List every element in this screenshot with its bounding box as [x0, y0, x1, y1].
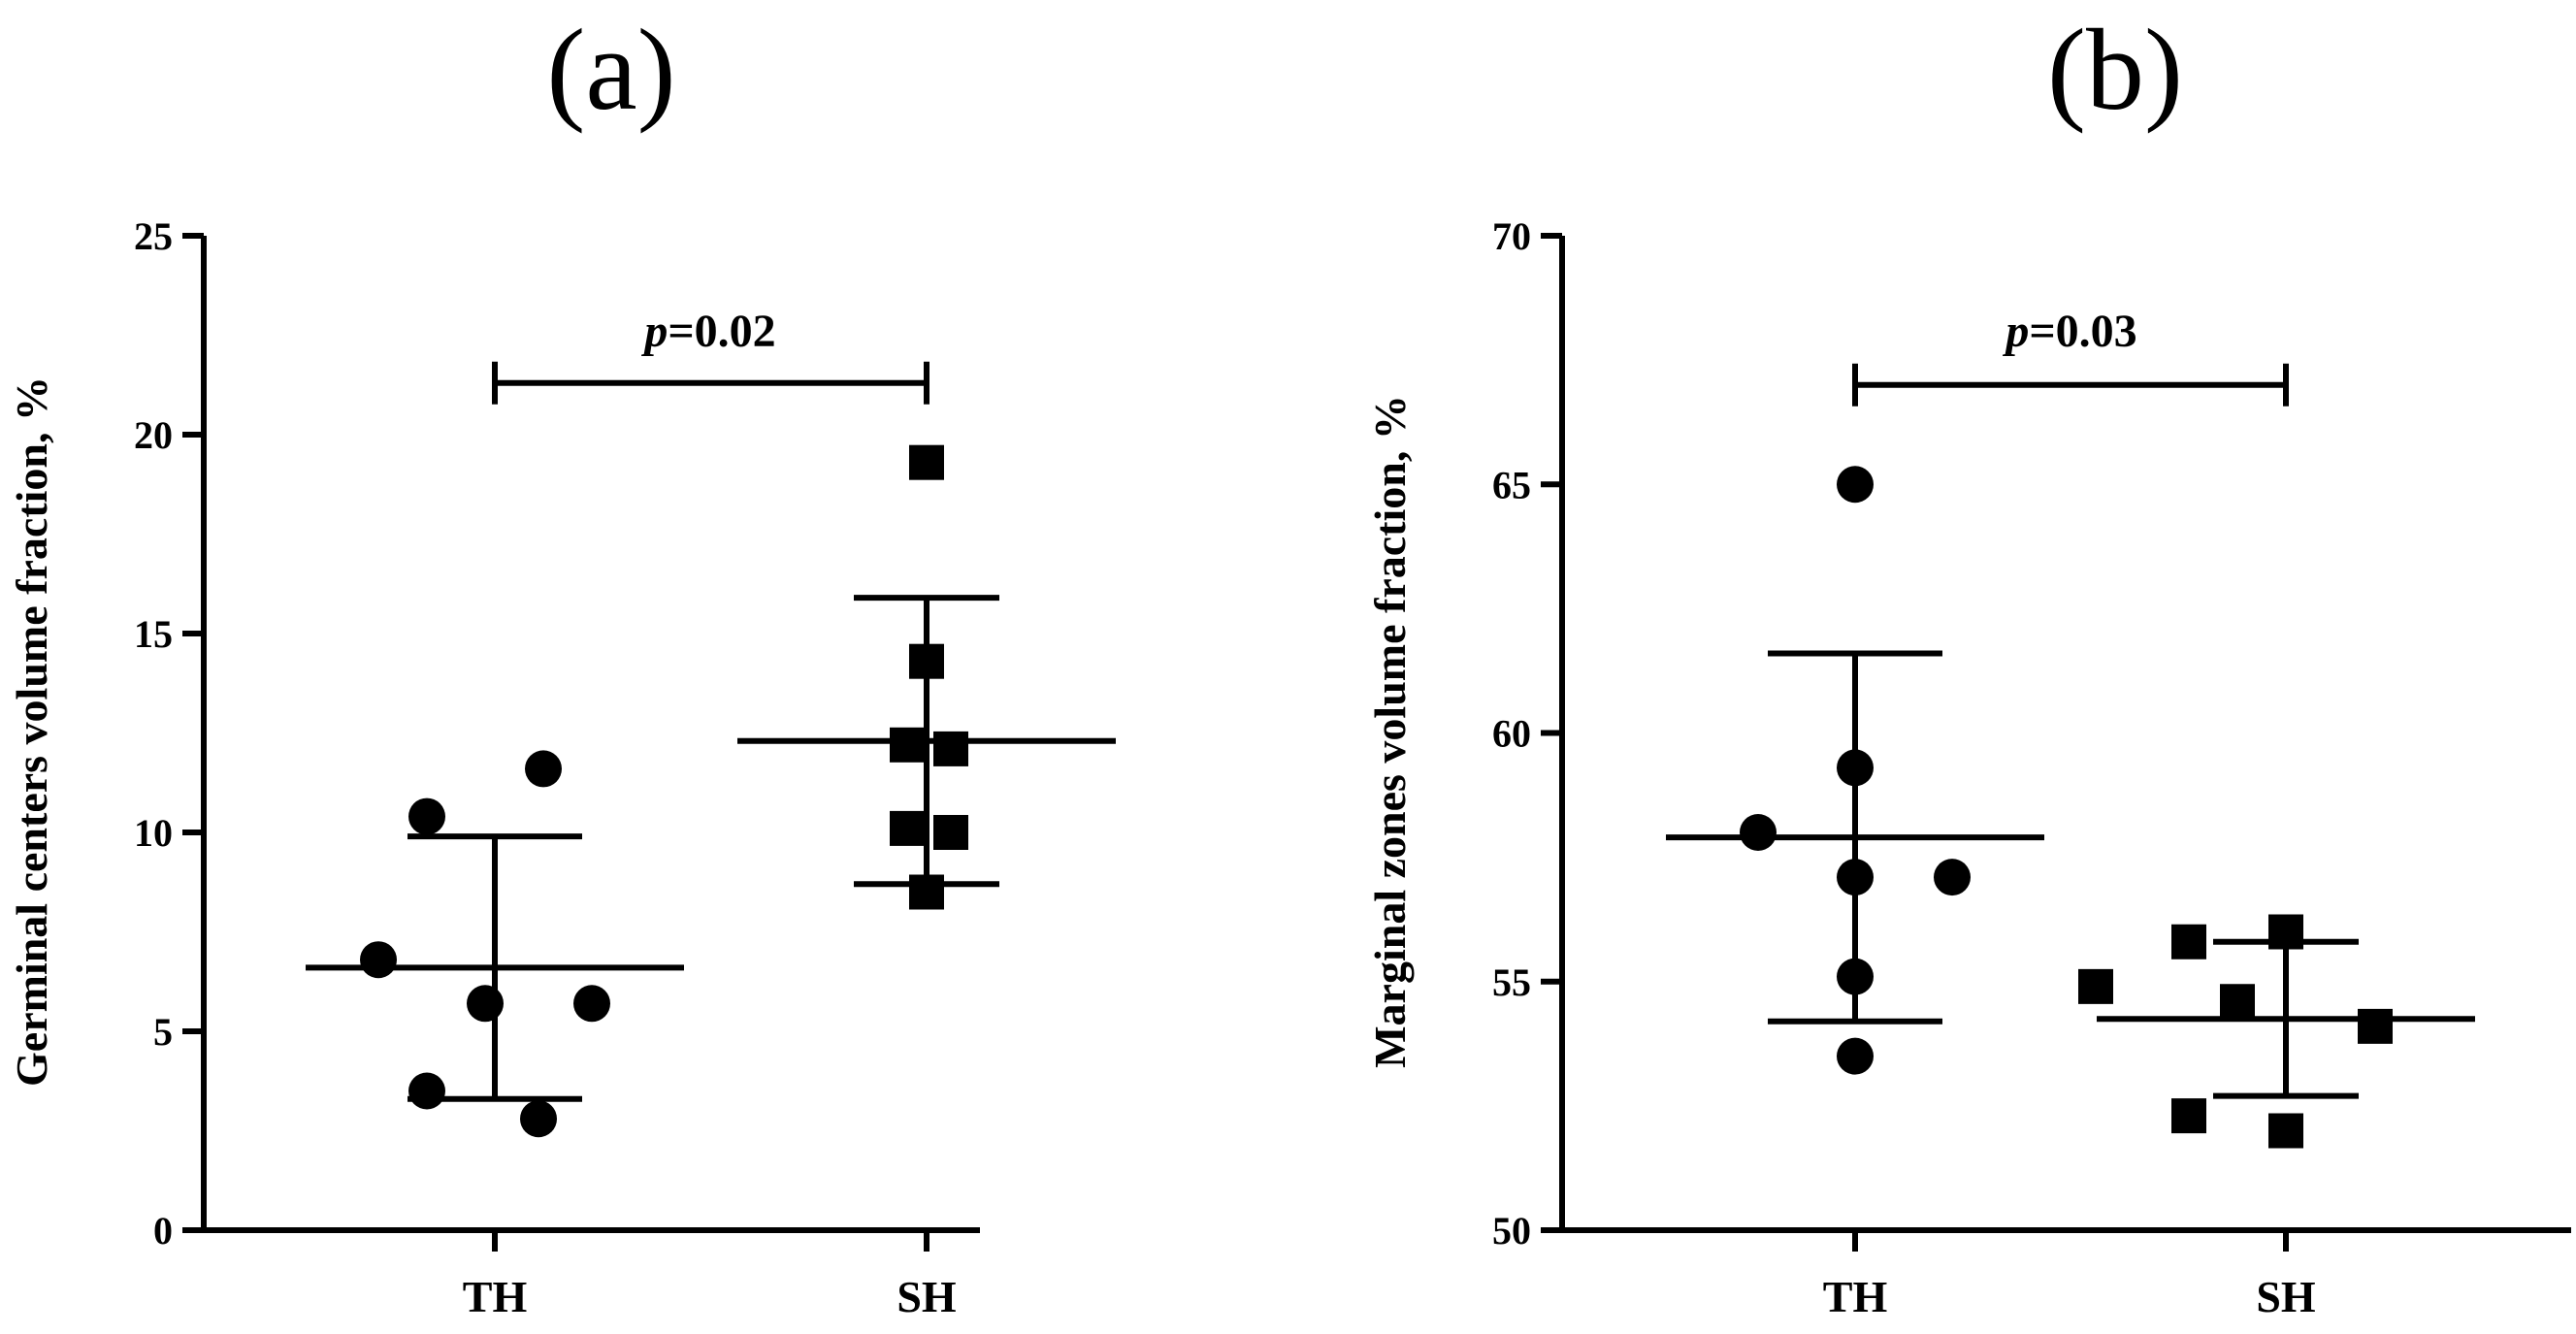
panel-a-th-point [525, 750, 562, 788]
panel-b-ylabel: Marginal zones volume fraction, % [1365, 395, 1415, 1068]
panel-a-th-point [408, 1072, 445, 1110]
panel-a-sh-point [909, 643, 944, 679]
panel-b-th-point [1837, 958, 1874, 995]
panel-a-ytick-label: 5 [153, 1010, 173, 1054]
panel-a-sh-point [909, 874, 944, 910]
panel-b-th-point [1837, 749, 1874, 787]
panel-a-xtick-sh: SH [897, 1272, 957, 1321]
panel-b-th-point [1837, 466, 1874, 504]
panel-a-th-point [520, 1100, 557, 1138]
panel-b-th-point [1837, 859, 1874, 896]
panel-a-p-value: p=0.02 [640, 306, 775, 357]
panel-b-ytick-label: 60 [1492, 712, 1531, 756]
panel-b-xtick-sh: SH [2256, 1272, 2316, 1321]
panel-a: (a) Germinal centers volume fraction, % … [7, 5, 1116, 1321]
panel-b-ytick-label: 70 [1492, 214, 1531, 258]
panel-a-sh-point [933, 815, 968, 850]
panel-b-label: (b) [2047, 5, 2183, 134]
panel-a-ytick-label: 20 [134, 413, 173, 457]
panel-b-plot: 50 55 60 65 70 [1492, 214, 2571, 1253]
panel-b-sh-point [2078, 968, 2113, 1004]
panel-b-sh-point [2268, 914, 2303, 950]
panel-a-plot: 0 5 10 15 20 25 [134, 214, 1116, 1253]
panel-a-label: (a) [546, 5, 675, 134]
panel-b-sh-point [2220, 984, 2255, 1020]
panel-a-sh-point [933, 731, 968, 766]
panel-b-sh-point [2171, 924, 2206, 960]
panel-b-th-point [1934, 859, 1971, 896]
panel-a-th-point [573, 985, 610, 1023]
panel-b-ytick-label: 55 [1492, 960, 1531, 1004]
panel-b-ytick-label: 50 [1492, 1209, 1531, 1253]
panel-a-ylabel: Germinal centers volume fraction, % [7, 376, 56, 1087]
panel-a-ytick-label: 25 [134, 214, 173, 258]
panel-a-xtick-th: TH [463, 1272, 528, 1321]
panel-a-ytick-label: 0 [153, 1209, 173, 1253]
panel-a-th-point [360, 941, 397, 979]
panel-a-sh-point [890, 810, 925, 846]
panel-b-sh-point [2358, 1008, 2393, 1044]
panel-b-xtick-th: TH [1823, 1272, 1888, 1321]
panel-a-ytick-label: 15 [134, 612, 173, 656]
panel-b-p-value: p=0.03 [2002, 306, 2136, 357]
panel-b-ytick-label: 65 [1492, 463, 1531, 506]
panel-a-ytick-label: 10 [134, 811, 173, 855]
panel-a-sh-point [890, 727, 925, 763]
panel-a-th-point [408, 797, 445, 835]
panel-b-sh-point [2268, 1113, 2303, 1149]
panel-b-th-point [1740, 814, 1777, 851]
panel-b-th-point [1837, 1037, 1874, 1075]
panel-a-th-point [467, 985, 504, 1023]
panel-b-sh-point [2171, 1098, 2206, 1134]
panel-b: (b) Marginal zones volume fraction, % 50… [1365, 5, 2571, 1321]
panel-a-sh-point [909, 444, 944, 480]
